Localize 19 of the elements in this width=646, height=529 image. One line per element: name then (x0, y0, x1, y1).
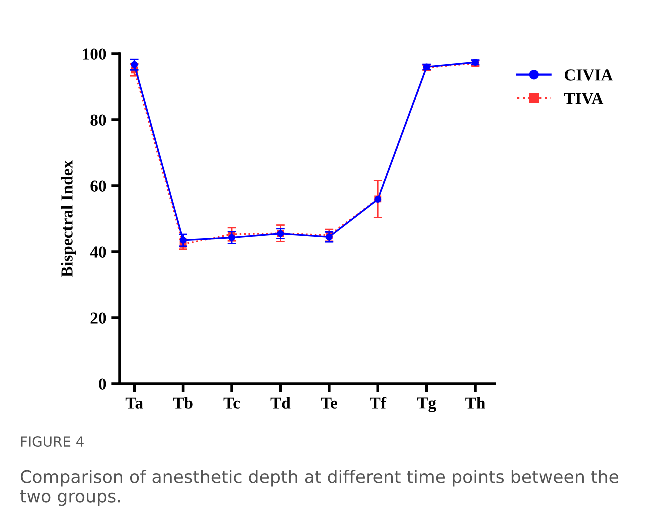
x-tick-label: Tc (224, 398, 240, 409)
x-tick-label: Tb (173, 397, 193, 409)
y-tick-label: 40 (90, 246, 106, 258)
x-tick-label: Th (466, 397, 486, 409)
x-tick-label: Tf (370, 397, 387, 409)
x-tick-label: Ta (126, 398, 144, 409)
legend-label: CIVIA (564, 70, 614, 81)
y-tick-label: 20 (90, 312, 106, 324)
text: Comparison of anesthetic depth at different time points between the two groups. (20, 470, 619, 506)
y-tick-label: 60 (90, 180, 106, 192)
legend-label: TIVA (564, 93, 604, 104)
caption: FIGURE 4 (21, 436, 84, 448)
y-tick-label: 0 (99, 378, 106, 390)
x-tick-label: Tg (417, 398, 436, 412)
y-tick-label: 80 (90, 114, 106, 126)
y-axis-title: Bispectral Index (61, 160, 76, 278)
x-tick-label: Te (321, 398, 338, 409)
x-tick-label: Td (270, 397, 291, 409)
y-tick-label: 100 (83, 48, 106, 60)
